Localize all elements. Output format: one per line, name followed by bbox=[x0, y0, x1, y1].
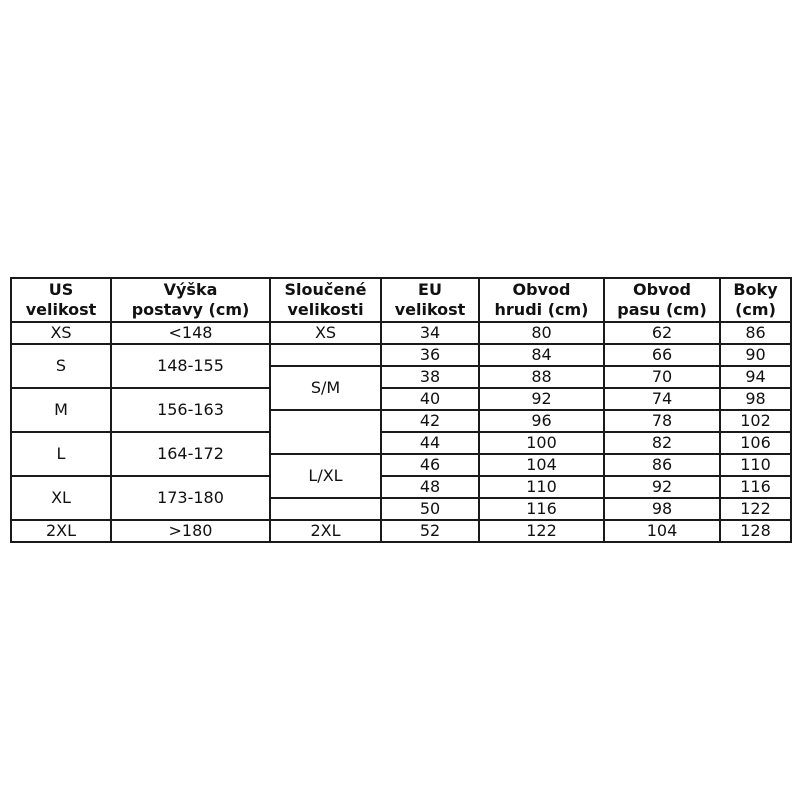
header-line-2: velikost bbox=[394, 300, 466, 319]
cell-chest: 80 bbox=[478, 321, 605, 345]
table-row: 42 96 78 102 bbox=[11, 409, 792, 455]
header-line-1: Výška bbox=[163, 280, 218, 299]
table-row: S 148-155 36 84 66 90 bbox=[10, 343, 792, 389]
header-line-2: hrudi (cm) bbox=[494, 300, 589, 319]
cell-waist: 92 bbox=[603, 475, 721, 499]
cell-eu-size: 50 bbox=[380, 497, 480, 521]
cell-chest: 96 bbox=[478, 409, 605, 433]
cell-eu-size: 44 bbox=[380, 431, 480, 455]
cell-waist: 98 bbox=[603, 497, 721, 521]
header-obvod-hrudi: Obvod hrudi (cm) bbox=[478, 277, 605, 323]
cell-waist: 70 bbox=[603, 365, 721, 389]
header-eu-velikost: EU velikost bbox=[380, 277, 480, 323]
cell-height-range: 164-172 bbox=[110, 431, 271, 477]
table-row: XS <148 XS 34 80 62 86 bbox=[10, 321, 792, 345]
header-line-1: US bbox=[48, 280, 74, 299]
table-row: M 156-163 40 92 74 98 bbox=[10, 387, 792, 433]
cell-height-range: 148-155 bbox=[110, 343, 271, 389]
cell-chest: 110 bbox=[478, 475, 605, 499]
cell-eu-size: 36 bbox=[380, 343, 480, 367]
header-row: US velikost Výška postavy (cm) Sloučené vel… bbox=[10, 277, 792, 323]
cell-hips: 110 bbox=[719, 453, 792, 477]
cell-height-range: 173-180 bbox=[110, 475, 271, 521]
cell-merged-size bbox=[269, 343, 382, 367]
cell-merged-size bbox=[269, 409, 382, 455]
table-row: 2XL >180 2XL 52 122 104 128 bbox=[10, 519, 792, 543]
cell-chest: 116 bbox=[478, 497, 605, 521]
cell-merged-size: XS bbox=[269, 321, 382, 345]
cell-hips: 94 bbox=[719, 365, 792, 389]
header-sloucene-velikosti: Sloučené velikosti bbox=[269, 277, 382, 323]
cell-merged-size bbox=[269, 497, 382, 521]
header-us-velikost: US velikost bbox=[10, 277, 112, 323]
cell-eu-size: 48 bbox=[380, 475, 480, 499]
cell-chest: 92 bbox=[478, 387, 605, 411]
cell-hips: 90 bbox=[719, 343, 792, 367]
cell-waist: 104 bbox=[603, 519, 721, 543]
cell-us-size: XS bbox=[10, 321, 112, 345]
cell-waist: 74 bbox=[603, 387, 721, 411]
cell-hips: 86 bbox=[719, 321, 792, 345]
cell-hips: 102 bbox=[719, 409, 792, 433]
cell-hips: 106 bbox=[719, 431, 792, 455]
cell-us-size: 2XL bbox=[10, 519, 112, 543]
cell-waist: 78 bbox=[603, 409, 721, 433]
table-row: L 164-172 44 100 82 106 bbox=[10, 431, 792, 477]
cell-waist: 82 bbox=[603, 431, 721, 455]
cell-hips: 116 bbox=[719, 475, 792, 499]
cell-chest: 122 bbox=[478, 519, 605, 543]
header-line-1: Obvod bbox=[633, 280, 691, 299]
size-chart-table: US velikost Výška postavy (cm) Sloučené vel… bbox=[10, 277, 792, 543]
cell-eu-size: 46 bbox=[380, 453, 480, 477]
header-obvod-pasu: Obvod pasu (cm) bbox=[603, 277, 721, 323]
header-vyska-postavy: Výška postavy (cm) bbox=[110, 277, 271, 323]
cell-hips: 128 bbox=[719, 519, 792, 543]
header-line-1: Boky bbox=[733, 280, 778, 299]
header-line-1: EU bbox=[418, 280, 442, 299]
cell-merged-size: 2XL bbox=[269, 519, 382, 543]
header-line-2: (cm) bbox=[735, 300, 776, 319]
header-line-2: velikost bbox=[25, 300, 97, 319]
cell-hips: 98 bbox=[719, 387, 792, 411]
table-row: L/XL 46 104 86 110 bbox=[11, 453, 792, 499]
cell-chest: 84 bbox=[478, 343, 605, 367]
cell-chest: 104 bbox=[478, 453, 605, 477]
table-row: 50 116 98 122 bbox=[11, 497, 792, 521]
cell-chest: 100 bbox=[478, 431, 605, 455]
cell-eu-size: 38 bbox=[380, 365, 480, 389]
cell-waist: 66 bbox=[603, 343, 721, 367]
cell-height-range: >180 bbox=[110, 519, 271, 543]
cell-merged-size: L/XL bbox=[269, 453, 382, 499]
table-row: XL 173-180 48 110 92 116 bbox=[10, 475, 792, 521]
header-line-2: velikosti bbox=[287, 300, 364, 319]
header-line-2: postavy (cm) bbox=[131, 300, 250, 319]
cell-height-range: 156-163 bbox=[110, 387, 271, 433]
cell-chest: 88 bbox=[478, 365, 605, 389]
table-row: S/M 38 88 70 94 bbox=[11, 365, 792, 411]
cell-eu-size: 52 bbox=[380, 519, 480, 543]
header-line-1: Sloučené bbox=[284, 280, 367, 299]
header-line-2: pasu (cm) bbox=[617, 300, 707, 319]
header-line-1: Obvod bbox=[512, 280, 571, 299]
cell-eu-size: 40 bbox=[380, 387, 480, 411]
cell-waist: 86 bbox=[603, 453, 721, 477]
cell-merged-size: S/M bbox=[269, 365, 382, 411]
cell-us-size: S bbox=[10, 343, 112, 389]
cell-eu-size: 42 bbox=[380, 409, 480, 433]
cell-waist: 62 bbox=[603, 321, 721, 345]
cell-height-range: <148 bbox=[110, 321, 271, 345]
header-boky: Boky (cm) bbox=[719, 277, 792, 323]
cell-eu-size: 34 bbox=[380, 321, 480, 345]
cell-us-size: L bbox=[10, 431, 112, 477]
cell-us-size: XL bbox=[10, 475, 112, 521]
cell-us-size: M bbox=[10, 387, 112, 433]
cell-hips: 122 bbox=[719, 497, 792, 521]
